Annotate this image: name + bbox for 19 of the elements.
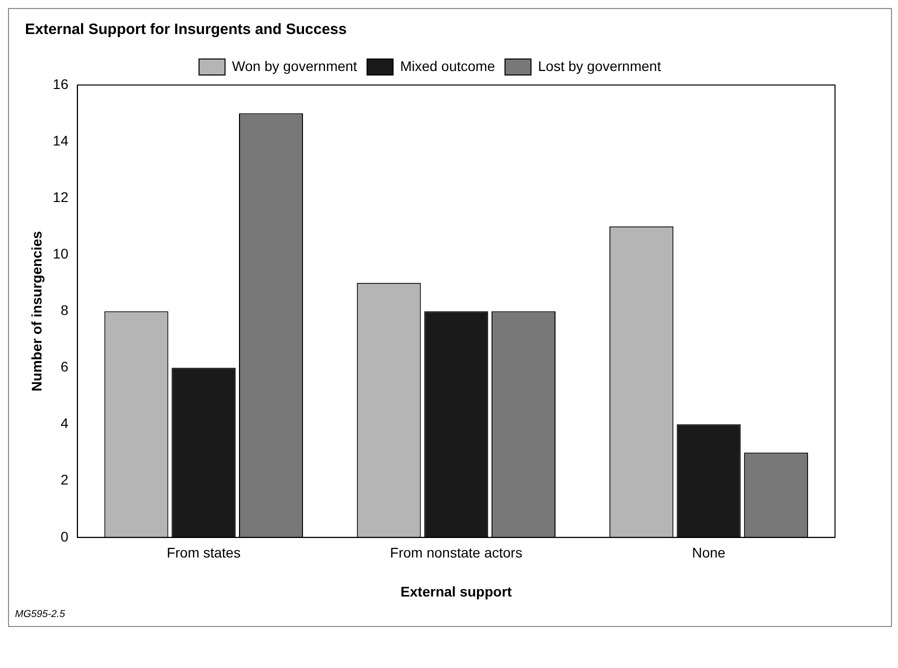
- legend-label: Lost by government: [538, 58, 662, 74]
- y-tick-label: 6: [60, 358, 69, 375]
- y-tick-label: 10: [52, 246, 69, 262]
- x-tick-label: From nonstate actors: [390, 544, 522, 561]
- x-tick-label: None: [692, 544, 726, 561]
- legend-label: Mixed outcome: [400, 58, 496, 74]
- legend-label: Won by government: [232, 58, 358, 74]
- y-tick-label: 16: [52, 76, 69, 92]
- y-tick-label: 8: [60, 302, 69, 318]
- chart-title: External Support for Insurgents and Success: [25, 21, 347, 38]
- x-axis-title: External support: [400, 583, 512, 600]
- y-tick-label: 2: [60, 472, 69, 488]
- x-tick-label: From states: [166, 544, 241, 561]
- y-axis-title: Number of insurgencies: [28, 230, 44, 392]
- y-tick-label: 12: [52, 188, 69, 205]
- y-tick-label: 4: [60, 415, 69, 432]
- text: MG595-2.5: [15, 609, 66, 620]
- y-tick-label: 0: [60, 528, 69, 544]
- y-tick-label: 14: [52, 132, 69, 148]
